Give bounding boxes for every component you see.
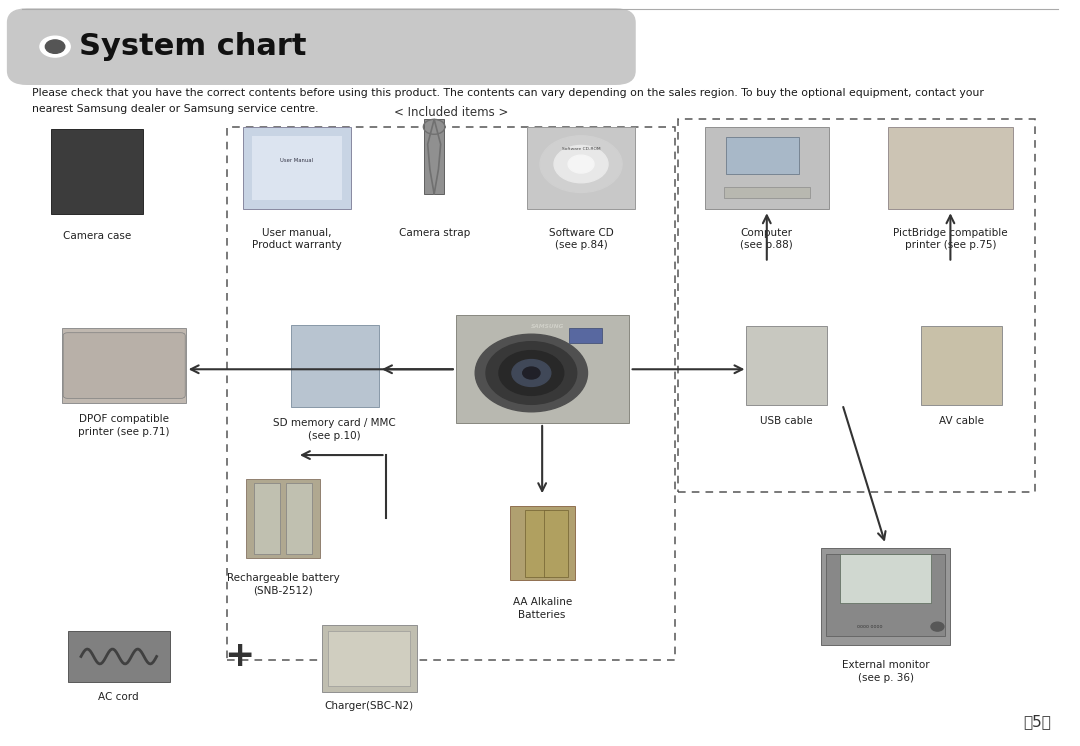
- FancyBboxPatch shape: [243, 127, 351, 209]
- FancyBboxPatch shape: [286, 483, 312, 554]
- Text: Rechargeable battery
(SNB-2512): Rechargeable battery (SNB-2512): [227, 573, 339, 596]
- Text: AV cable: AV cable: [939, 416, 984, 425]
- Text: Please check that you have the correct contents before using this product. The c: Please check that you have the correct c…: [32, 88, 984, 98]
- Bar: [227, 127, 675, 660]
- Circle shape: [475, 334, 588, 412]
- Text: +: +: [225, 639, 255, 674]
- Text: Camera case: Camera case: [63, 231, 132, 241]
- Circle shape: [486, 342, 577, 404]
- FancyBboxPatch shape: [745, 327, 827, 404]
- FancyBboxPatch shape: [527, 127, 635, 209]
- FancyBboxPatch shape: [840, 554, 931, 603]
- Text: SD memory card / MMC
(see p.10): SD memory card / MMC (see p.10): [273, 418, 396, 441]
- Text: System chart: System chart: [79, 32, 307, 61]
- Text: 《5》: 《5》: [1023, 715, 1051, 730]
- Text: Computer
(see p.88): Computer (see p.88): [741, 228, 793, 251]
- FancyBboxPatch shape: [291, 325, 379, 407]
- Circle shape: [499, 351, 564, 395]
- Text: User manual,
Product warranty: User manual, Product warranty: [252, 228, 342, 251]
- FancyBboxPatch shape: [888, 127, 1013, 209]
- Text: DPOF compatible
printer (see p.71): DPOF compatible printer (see p.71): [79, 414, 170, 437]
- Text: Software CD-ROM: Software CD-ROM: [562, 147, 600, 151]
- Text: AA Alkaline
Batteries: AA Alkaline Batteries: [513, 597, 571, 620]
- FancyBboxPatch shape: [510, 506, 575, 580]
- FancyBboxPatch shape: [328, 631, 410, 686]
- Circle shape: [40, 36, 70, 57]
- FancyBboxPatch shape: [704, 127, 829, 209]
- Text: Software CD
(see p.84): Software CD (see p.84): [549, 228, 613, 251]
- Circle shape: [45, 40, 65, 54]
- FancyBboxPatch shape: [67, 631, 171, 682]
- FancyBboxPatch shape: [569, 328, 602, 343]
- FancyBboxPatch shape: [456, 315, 629, 424]
- Text: Charger(SBC-N2): Charger(SBC-N2): [325, 701, 414, 711]
- Text: Camera strap: Camera strap: [399, 228, 470, 237]
- FancyBboxPatch shape: [252, 136, 342, 200]
- Text: nearest Samsung dealer or Samsung service centre.: nearest Samsung dealer or Samsung servic…: [32, 104, 319, 114]
- Text: SAMSUNG: SAMSUNG: [531, 324, 564, 328]
- Circle shape: [568, 155, 594, 173]
- FancyBboxPatch shape: [51, 128, 143, 215]
- Circle shape: [540, 136, 622, 192]
- Circle shape: [931, 622, 944, 631]
- FancyBboxPatch shape: [544, 510, 568, 577]
- FancyBboxPatch shape: [246, 480, 320, 558]
- FancyBboxPatch shape: [63, 333, 186, 398]
- Text: User Manual: User Manual: [281, 158, 313, 163]
- FancyBboxPatch shape: [821, 548, 950, 645]
- Circle shape: [523, 367, 540, 379]
- FancyBboxPatch shape: [724, 186, 810, 198]
- Text: oooo oooo: oooo oooo: [856, 624, 882, 629]
- Text: USB cable: USB cable: [760, 416, 812, 425]
- Circle shape: [512, 360, 551, 386]
- FancyBboxPatch shape: [424, 119, 444, 194]
- FancyBboxPatch shape: [726, 137, 799, 174]
- FancyBboxPatch shape: [525, 510, 549, 577]
- FancyBboxPatch shape: [920, 327, 1002, 404]
- FancyBboxPatch shape: [8, 9, 635, 84]
- Bar: [678, 119, 1035, 492]
- FancyBboxPatch shape: [63, 328, 187, 403]
- FancyBboxPatch shape: [826, 554, 945, 636]
- Text: External monitor
(see p. 36): External monitor (see p. 36): [841, 660, 930, 683]
- Text: AC cord: AC cord: [98, 692, 139, 701]
- Text: < Included items >: < Included items >: [394, 107, 508, 119]
- FancyBboxPatch shape: [322, 625, 417, 692]
- Circle shape: [554, 145, 608, 183]
- Text: PictBridge compatible
printer (see p.75): PictBridge compatible printer (see p.75): [893, 228, 1008, 251]
- FancyBboxPatch shape: [254, 483, 280, 554]
